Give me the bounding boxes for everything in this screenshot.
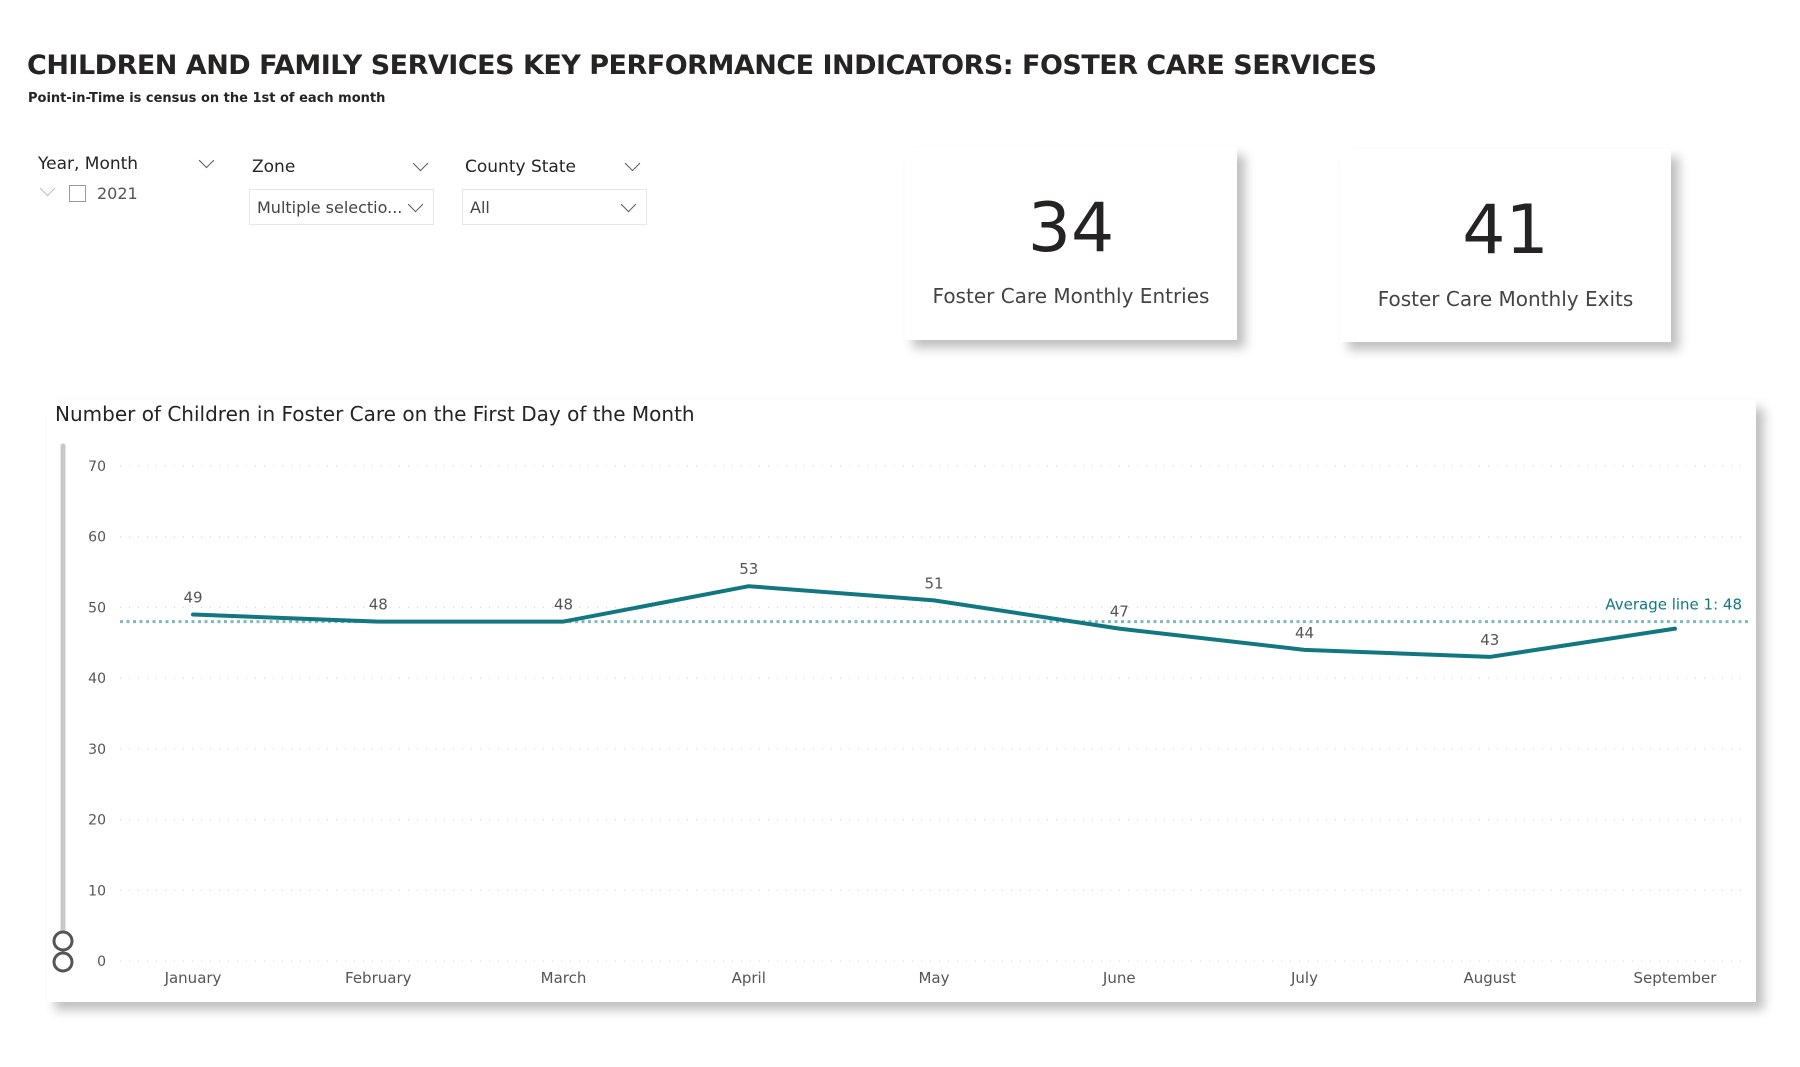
zone-dropdown[interactable]: Multiple selectio... (249, 189, 434, 225)
y-tick-label: 0 (97, 954, 106, 970)
year-month-slicer-label: Year, Month (38, 154, 139, 174)
x-tick-label: July (1290, 969, 1318, 987)
line-chart-card (47, 400, 1756, 1002)
data-label: 53 (739, 560, 758, 578)
y-tick-label: 40 (88, 671, 106, 687)
y-tick-label: 70 (88, 459, 106, 475)
kpi-label: Foster Care Monthly Entries (932, 284, 1210, 308)
x-tick-label: May (918, 969, 949, 987)
data-label: 44 (1295, 624, 1314, 642)
county-state-dropdown-value: All (470, 198, 490, 217)
county-state-slicer-label: County State (465, 157, 576, 177)
x-tick-label: September (1634, 969, 1718, 987)
x-tick-label: August (1464, 969, 1517, 987)
kpi-value: 41 (1462, 191, 1549, 270)
checkbox-2021[interactable] (69, 185, 86, 202)
page-subtitle: Point-in-Time is census on the 1st of ea… (28, 91, 386, 106)
zone-slicer-label: Zone (252, 157, 296, 177)
chart-title: Number of Children in Foster Care on the… (55, 402, 695, 426)
kpi-card-entries: 34 Foster Care Monthly Entries (905, 147, 1237, 340)
y-tick-label: 20 (88, 813, 106, 829)
data-label: 48 (554, 596, 573, 614)
y-tick-label: 50 (88, 600, 106, 616)
data-label: 49 (183, 589, 202, 607)
x-tick-label: February (345, 969, 412, 987)
data-label: 51 (924, 574, 943, 592)
data-label: 43 (1480, 631, 1499, 649)
y-tick-label: 60 (88, 530, 106, 546)
kpi-label: Foster Care Monthly Exits (1377, 287, 1634, 311)
kpi-card-exits: 41 Foster Care Monthly Exits (1340, 149, 1671, 342)
scroll-handle-top (52, 930, 74, 952)
scroll-handle-bottom (52, 951, 74, 973)
page-title: CHILDREN AND FAMILY SERVICES KEY PERFORM… (27, 50, 1377, 81)
x-tick-label: March (541, 969, 587, 987)
data-label: 48 (369, 596, 388, 614)
year-item-label: 2021 (97, 184, 138, 203)
x-tick-label: June (1102, 969, 1136, 987)
average-line-label: Average line 1: 48 (1605, 596, 1742, 614)
x-tick-label: January (164, 969, 222, 987)
kpi-value: 34 (1027, 189, 1115, 268)
county-state-dropdown[interactable]: All (462, 189, 647, 225)
y-tick-label: 30 (88, 742, 106, 758)
x-tick-label: April (732, 969, 766, 987)
y-tick-label: 10 (88, 883, 106, 899)
data-label: 47 (1110, 603, 1129, 621)
zone-dropdown-value: Multiple selectio... (257, 198, 403, 217)
